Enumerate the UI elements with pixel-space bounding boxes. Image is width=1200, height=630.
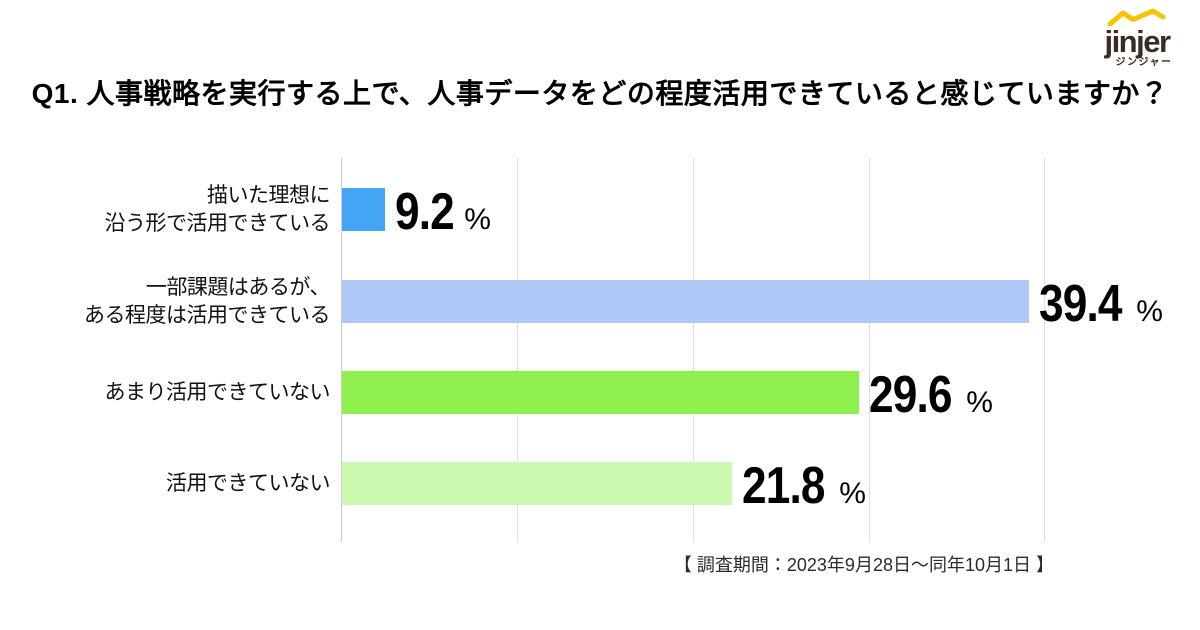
jinjer-logo: jinjer ジンジャー bbox=[1087, 8, 1187, 68]
percent-sign: % bbox=[464, 203, 491, 236]
gridline-40pct bbox=[1044, 158, 1045, 542]
category-label-no-use: 活用できていない bbox=[166, 472, 331, 495]
bar-no-use bbox=[342, 462, 732, 505]
value-label-no-use: 21.8 % bbox=[742, 460, 866, 512]
percent-sign: % bbox=[1136, 295, 1163, 328]
value-label-ideal-use: 9.2 % bbox=[395, 186, 491, 238]
category-label-partial-use: 一部課題はあるが、 ある程度は活用できている bbox=[84, 276, 331, 327]
category-label-ideal-use: 描いた理想に 沿う形で活用できている bbox=[104, 184, 331, 235]
value-number: 9.2 bbox=[395, 183, 455, 241]
chart-title: Q1. 人事戦略を実行する上で、人事データをどの程度活用できていると感じています… bbox=[31, 78, 1169, 109]
y-axis-line bbox=[341, 158, 342, 542]
category-label-little-use: あまり活用できていない bbox=[104, 381, 331, 404]
value-number: 39.4 bbox=[1039, 275, 1122, 333]
value-number: 29.6 bbox=[869, 366, 952, 424]
gridline-20pct bbox=[693, 158, 694, 542]
value-number: 21.8 bbox=[742, 457, 825, 515]
survey-period-note: 【 調査期間：2023年9月28日～同年10月1日 】 bbox=[673, 555, 1054, 575]
jinjer-logo-kana: ジンジャー bbox=[1115, 57, 1173, 69]
value-label-little-use: 29.6 % bbox=[869, 369, 993, 421]
value-label-partial-use: 39.4 % bbox=[1039, 278, 1163, 330]
bar-partial-use bbox=[342, 280, 1029, 323]
gridline-10pct bbox=[517, 158, 518, 542]
bar-ideal-use bbox=[342, 188, 385, 231]
percent-sign: % bbox=[966, 386, 993, 419]
jinjer-logo-wordmark: jinjer bbox=[1104, 24, 1171, 59]
jinjer-logo-mark-icon bbox=[1107, 8, 1166, 27]
percent-sign: % bbox=[839, 477, 866, 510]
bar-little-use bbox=[342, 371, 859, 414]
gridline-30pct bbox=[869, 158, 870, 542]
